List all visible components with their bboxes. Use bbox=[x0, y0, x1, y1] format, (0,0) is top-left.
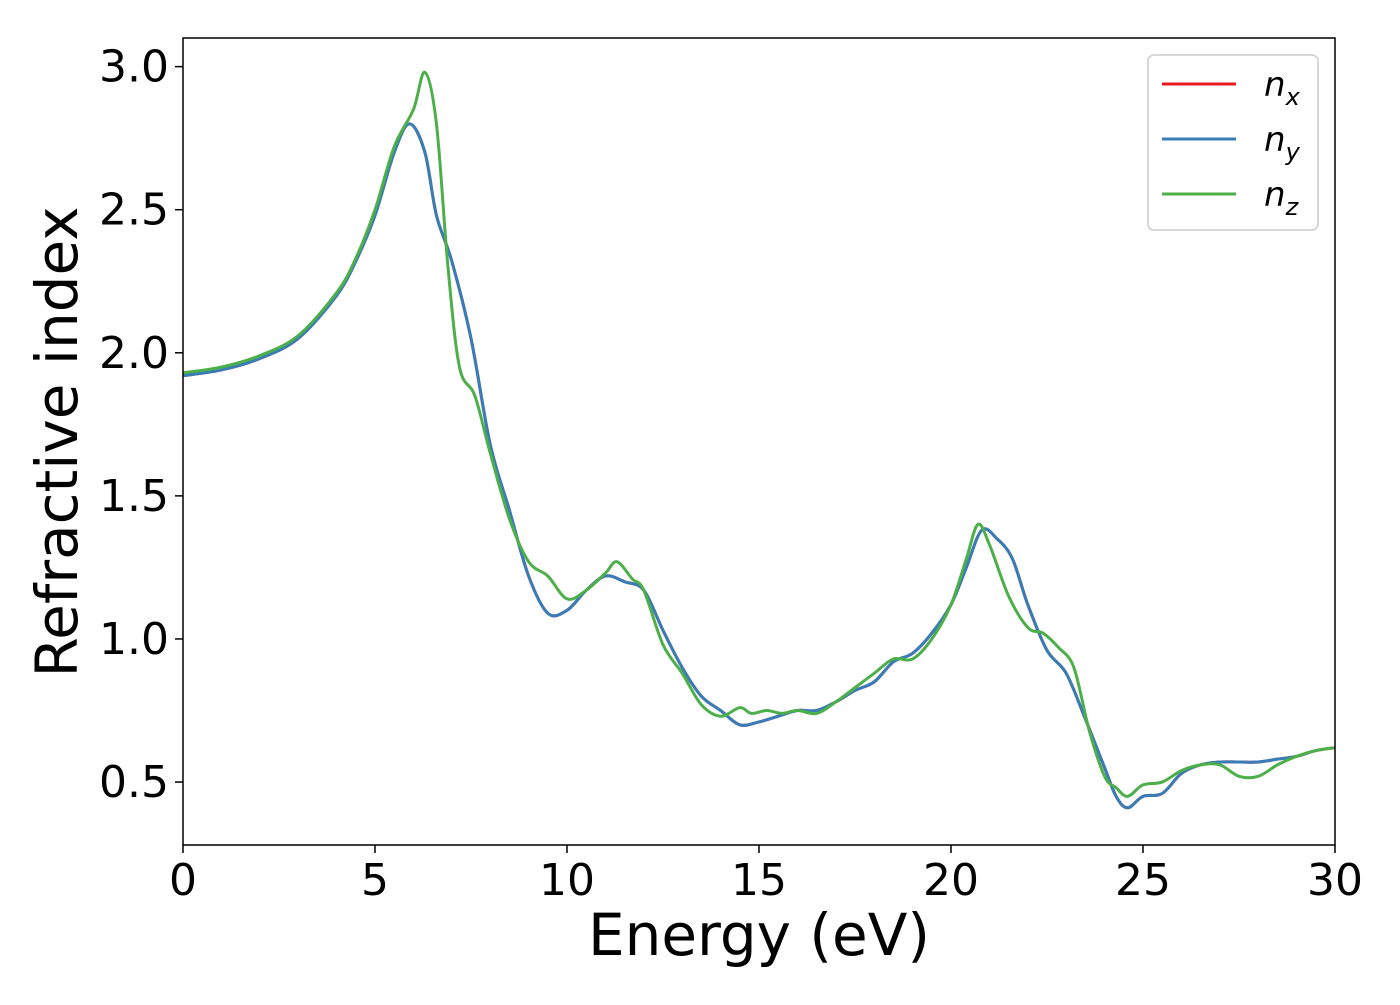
x-tick-label: 30 bbox=[1307, 855, 1363, 906]
legend-entries: nx ny nz bbox=[1162, 65, 1301, 221]
legend-label: nx bbox=[1264, 65, 1301, 111]
x-axis-ticks: 0 5 10 15 20 25 30 bbox=[169, 845, 1363, 906]
x-tick-label: 15 bbox=[731, 855, 787, 906]
y-tick-label: 2.5 bbox=[99, 185, 169, 236]
series-line-z bbox=[182, 70, 1336, 798]
y-tick-label: 2.0 bbox=[99, 328, 169, 379]
legend-label: nz bbox=[1264, 175, 1300, 221]
y-tick-label: 1.5 bbox=[99, 471, 169, 522]
x-tick-label: 10 bbox=[539, 855, 595, 906]
series-layer bbox=[182, 70, 1336, 810]
x-tick-label: 0 bbox=[169, 855, 197, 906]
y-axis-label: Refractive index bbox=[23, 206, 91, 677]
x-tick-label: 5 bbox=[361, 855, 389, 906]
legend-frame bbox=[1147, 54, 1319, 231]
y-tick-label: 3.0 bbox=[99, 42, 169, 93]
x-tick-label: 20 bbox=[923, 855, 979, 906]
x-axis-label: Energy (eV) bbox=[588, 901, 930, 969]
x-tick-label: 25 bbox=[1115, 855, 1171, 906]
y-tick-label: 0.5 bbox=[99, 757, 169, 808]
y-tick-label: 1.0 bbox=[99, 614, 169, 665]
y-axis-ticks: 0.5 1.0 1.5 2.0 2.5 3.0 bbox=[99, 42, 183, 808]
legend: nx ny nz bbox=[1147, 54, 1319, 231]
legend-label: ny bbox=[1264, 120, 1301, 166]
